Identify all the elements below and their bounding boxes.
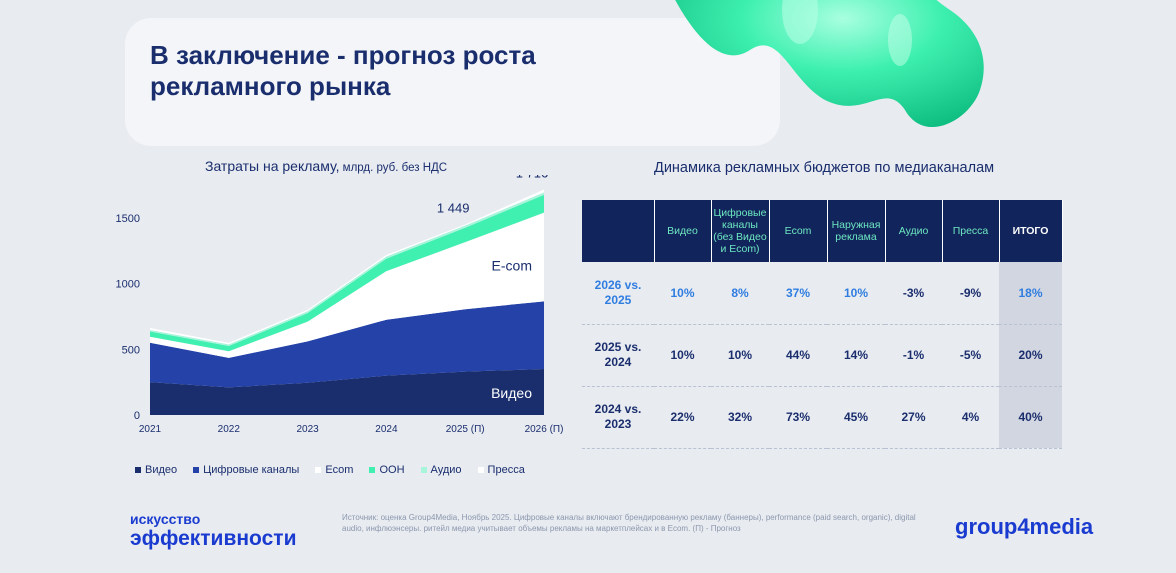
brand-line2: эффективности bbox=[130, 527, 297, 550]
legend-item: Пресса bbox=[477, 464, 525, 476]
chart-legend: Видео Цифровые каналы Ecom OOH Аудио Пресса bbox=[135, 464, 525, 476]
data-label-total: 1 716 bbox=[516, 175, 549, 180]
legend-item: Аудио bbox=[420, 464, 462, 476]
decorative-blob bbox=[675, 0, 984, 128]
table-header-cell: ИТОГО bbox=[999, 200, 1063, 262]
table-header-cell: Видео bbox=[654, 200, 712, 262]
title-card bbox=[125, 18, 780, 146]
legend-label: OOH bbox=[379, 464, 405, 476]
source-note: Источник: оценка Group4Media, Ноябрь 202… bbox=[342, 513, 916, 533]
table-cell: 40% bbox=[999, 386, 1062, 449]
area-series-1 bbox=[150, 369, 544, 415]
legend-swatch bbox=[420, 467, 427, 473]
ad-spend-area-chart: 0 500 1000 1500 2021 2022 2023 2024 2025 (П) 2026… bbox=[116, 175, 564, 435]
legend-label: Видео bbox=[145, 464, 178, 476]
table-header-cell: Ecom bbox=[769, 200, 828, 262]
table-header-cell: Аудио bbox=[885, 200, 943, 262]
brand-logo: искусство эффективности bbox=[130, 511, 296, 551]
row-label: 2025 vs. 2024 bbox=[582, 324, 654, 387]
table-cell: -3% bbox=[885, 262, 942, 325]
table-cell: 20% bbox=[999, 324, 1062, 387]
table-cell: -5% bbox=[942, 324, 999, 387]
table-row: 2026 vs. 2025 10% 8% 37% 10% -3% -9% 18% bbox=[582, 262, 1062, 325]
area-series-3 bbox=[150, 212, 544, 358]
x-tick-label: 2021 bbox=[139, 424, 162, 435]
row-label: 2026 vs. 2025 bbox=[582, 262, 654, 325]
table-cell: 37% bbox=[769, 262, 827, 325]
y-tick-label: 1500 bbox=[116, 213, 140, 225]
table-cell: 4% bbox=[942, 386, 999, 449]
table-cell: 73% bbox=[769, 386, 827, 449]
table-row: 2024 vs. 2023 22% 32% 73% 45% 27% 4% 40% bbox=[582, 386, 1062, 449]
table-header-cell bbox=[582, 200, 655, 262]
table-cell: 18% bbox=[999, 262, 1062, 325]
legend-label: Пресса bbox=[487, 464, 525, 476]
y-tick-label: 1000 bbox=[116, 279, 140, 291]
legend-item: Цифровые каналы bbox=[193, 464, 299, 476]
table-cell: 8% bbox=[711, 262, 769, 325]
x-tick-label: 2023 bbox=[296, 424, 319, 435]
y-tick-label: 0 bbox=[134, 410, 140, 422]
group4media-logo: group4media bbox=[955, 514, 1094, 539]
table-title: Динамика рекламных бюджетов по медиакана… bbox=[654, 160, 995, 176]
area-series-2 bbox=[150, 301, 544, 388]
legend-label: Аудио bbox=[430, 464, 462, 476]
table-cell: 10% bbox=[827, 262, 885, 325]
legend-label: Цифровые каналы bbox=[203, 464, 300, 476]
legend-swatch bbox=[315, 467, 322, 473]
area-label-video: Видео bbox=[491, 385, 532, 401]
table-header-cell: Пресса bbox=[942, 200, 1000, 262]
legend-swatch bbox=[135, 467, 141, 473]
chart-title: Затраты на рекламу, млрд. руб. без НДС bbox=[205, 158, 447, 174]
table-header-row: Видео Цифровые каналы (без Видео и Ecom) E… bbox=[582, 200, 1063, 262]
table-header-cell: Цифровые каналы (без Видео и Ecom) bbox=[711, 200, 770, 262]
table-cell: -1% bbox=[885, 324, 942, 387]
table-cell: 10% bbox=[654, 324, 711, 387]
legend-label: Ecom bbox=[325, 464, 354, 476]
table-cell: 27% bbox=[885, 386, 942, 449]
legend-item: OOH bbox=[369, 464, 405, 476]
table-cell: 45% bbox=[827, 386, 885, 449]
legend-item: Ecom bbox=[315, 464, 353, 476]
table-cell: 10% bbox=[711, 324, 769, 387]
area-label-ecom: E-com bbox=[492, 257, 532, 273]
table-cell: 22% bbox=[654, 386, 711, 449]
table-cell: 44% bbox=[769, 324, 827, 387]
table-cell: 14% bbox=[827, 324, 885, 387]
data-label-total: 1 449 bbox=[437, 201, 470, 216]
table-cell: -9% bbox=[942, 262, 999, 325]
legend-swatch bbox=[477, 467, 484, 473]
y-tick-label: 500 bbox=[122, 344, 140, 356]
chart-title-unit: млрд. руб. без НДС bbox=[339, 162, 448, 174]
budget-dynamics-table: Видео Цифровые каналы (без Видео и Ecom) E… bbox=[582, 200, 1063, 449]
x-tick-label: 2024 bbox=[375, 424, 398, 435]
x-tick-label: 2026 (П) bbox=[525, 424, 564, 435]
table-cell: 32% bbox=[711, 386, 769, 449]
table-row: 2025 vs. 2024 10% 10% 44% 14% -1% -5% 20% bbox=[582, 324, 1062, 387]
table-header-cell: Наружная реклама bbox=[827, 200, 886, 262]
legend-swatch bbox=[193, 467, 200, 473]
legend-item: Видео bbox=[135, 464, 177, 476]
chart-title-main: Затраты на рекламу, bbox=[205, 158, 340, 174]
row-label: 2024 vs. 2023 bbox=[582, 386, 654, 449]
brand-line1: искусство bbox=[130, 511, 201, 527]
page-title: В заключение - прогноз роста рекламного … bbox=[150, 40, 536, 101]
legend-swatch bbox=[369, 467, 376, 473]
table-cell: 10% bbox=[654, 262, 711, 325]
x-tick-label: 2022 bbox=[218, 424, 241, 435]
x-tick-label: 2025 (П) bbox=[446, 424, 485, 435]
